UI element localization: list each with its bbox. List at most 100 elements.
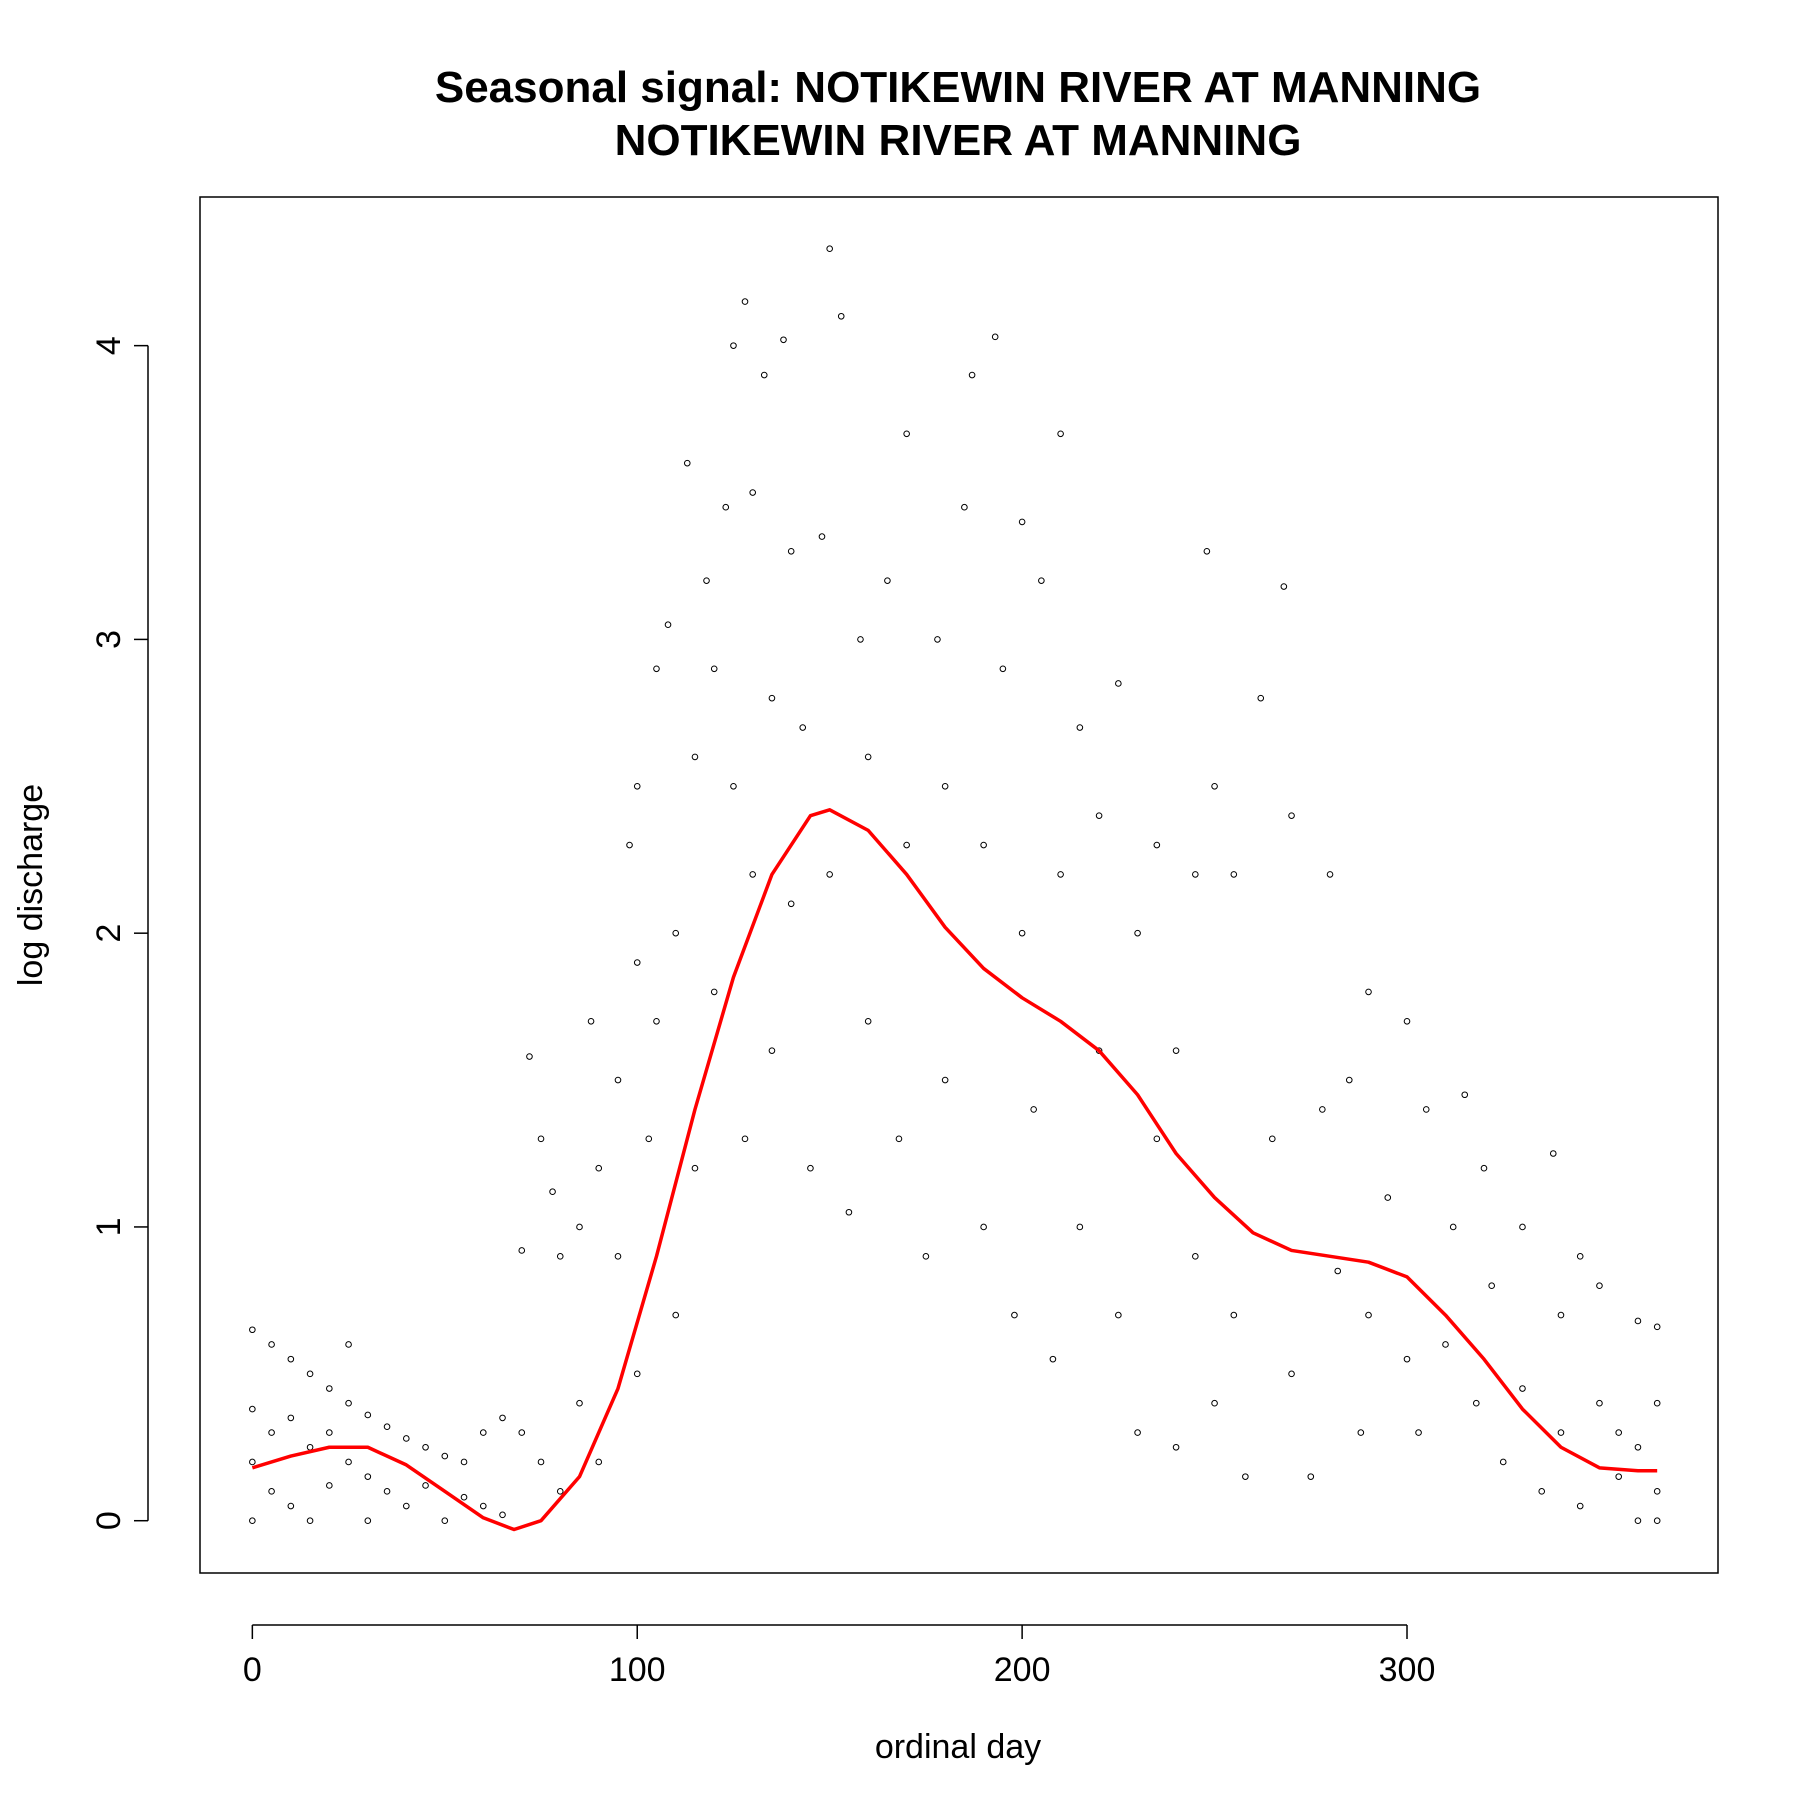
data-point xyxy=(768,694,776,702)
data-point xyxy=(741,298,749,305)
data-point xyxy=(1153,1135,1161,1143)
data-point xyxy=(768,1047,776,1054)
data-point xyxy=(1172,1047,1180,1054)
data-point xyxy=(249,1405,256,1413)
data-point xyxy=(749,871,756,878)
data-point xyxy=(1461,1091,1469,1099)
data-point xyxy=(672,929,680,937)
data-point xyxy=(1480,1164,1488,1172)
data-point xyxy=(1211,782,1218,790)
data-point xyxy=(306,1443,314,1451)
data-point xyxy=(826,245,833,253)
data-point xyxy=(1634,1443,1642,1451)
data-point xyxy=(730,782,737,790)
data-point xyxy=(845,1208,853,1216)
data-point xyxy=(691,1164,699,1172)
data-point xyxy=(1011,1311,1018,1319)
data-point xyxy=(1365,1311,1372,1319)
data-point xyxy=(864,753,872,761)
data-point xyxy=(1203,547,1211,555)
data-point xyxy=(1076,724,1084,731)
data-point xyxy=(518,1429,526,1436)
data-point xyxy=(1576,1502,1584,1510)
data-point xyxy=(1538,1488,1546,1495)
data-point xyxy=(479,1502,487,1510)
data-point xyxy=(1596,1282,1603,1289)
data-point xyxy=(556,1253,564,1260)
plot-frame xyxy=(199,196,1719,1574)
data-point xyxy=(1403,1018,1411,1025)
data-point xyxy=(1557,1311,1565,1319)
data-point xyxy=(1038,577,1045,584)
data-point xyxy=(1442,1341,1449,1348)
data-point xyxy=(549,1188,556,1195)
data-point xyxy=(479,1429,487,1436)
data-point xyxy=(1634,1317,1642,1325)
data-point xyxy=(903,430,910,438)
data-point xyxy=(1076,1223,1084,1231)
data-point xyxy=(326,1429,333,1436)
data-point xyxy=(1449,1223,1457,1231)
x-tick-label: 100 xyxy=(609,1651,666,1689)
data-point xyxy=(1488,1282,1495,1289)
data-point xyxy=(1345,1076,1353,1084)
data-point xyxy=(595,1164,603,1172)
data-point xyxy=(460,1458,468,1466)
y-tick-label: 4 xyxy=(90,336,128,355)
data-point xyxy=(1549,1150,1557,1157)
data-point xyxy=(287,1355,295,1363)
data-point xyxy=(1403,1355,1411,1363)
data-point xyxy=(383,1423,391,1431)
data-point xyxy=(1357,1429,1365,1436)
data-point xyxy=(664,621,672,629)
data-point xyxy=(364,1517,372,1525)
data-point xyxy=(710,988,718,996)
data-point xyxy=(1384,1194,1392,1201)
chart-title: Seasonal signal: NOTIKEWIN RIVER AT MANN… xyxy=(435,63,1481,112)
data-point xyxy=(1653,1517,1661,1525)
data-point xyxy=(999,665,1007,673)
data-point xyxy=(749,489,756,496)
data-point xyxy=(968,371,976,379)
data-point xyxy=(1057,871,1064,878)
data-point xyxy=(1653,1488,1661,1495)
data-point xyxy=(1288,812,1295,819)
x-axis-title: ordinal day xyxy=(875,1728,1041,1766)
data-point xyxy=(326,1385,333,1392)
data-point xyxy=(1334,1267,1342,1275)
smooth-line xyxy=(251,808,1658,1532)
y-tick-label: 0 xyxy=(90,1511,128,1530)
data-point xyxy=(1230,871,1238,878)
data-point xyxy=(980,841,987,849)
data-point xyxy=(1268,1135,1276,1143)
data-point xyxy=(1172,1443,1180,1451)
data-point xyxy=(345,1458,352,1466)
data-point xyxy=(1134,1429,1141,1436)
data-point xyxy=(1326,871,1334,878)
data-point xyxy=(268,1488,275,1495)
data-point xyxy=(1192,871,1199,878)
data-point xyxy=(1557,1429,1565,1436)
data-point xyxy=(499,1511,506,1519)
data-point xyxy=(1018,929,1026,937)
chart-subtitle: NOTIKEWIN RIVER AT MANNING xyxy=(615,116,1302,165)
data-point xyxy=(710,665,718,673)
data-point xyxy=(249,1458,256,1466)
data-point xyxy=(895,1135,903,1143)
data-point xyxy=(1115,1311,1122,1319)
data-point xyxy=(1288,1370,1295,1378)
data-point xyxy=(422,1482,429,1489)
data-point xyxy=(626,841,633,849)
data-point xyxy=(991,333,999,341)
data-point xyxy=(857,636,864,643)
data-point xyxy=(268,1429,275,1436)
data-point xyxy=(287,1502,295,1510)
data-point xyxy=(576,1223,583,1231)
data-point xyxy=(799,724,807,731)
data-point xyxy=(645,1135,653,1143)
data-point xyxy=(383,1488,391,1495)
data-point xyxy=(326,1482,333,1489)
data-point xyxy=(903,841,910,849)
data-point xyxy=(556,1488,564,1495)
data-point xyxy=(499,1414,506,1422)
